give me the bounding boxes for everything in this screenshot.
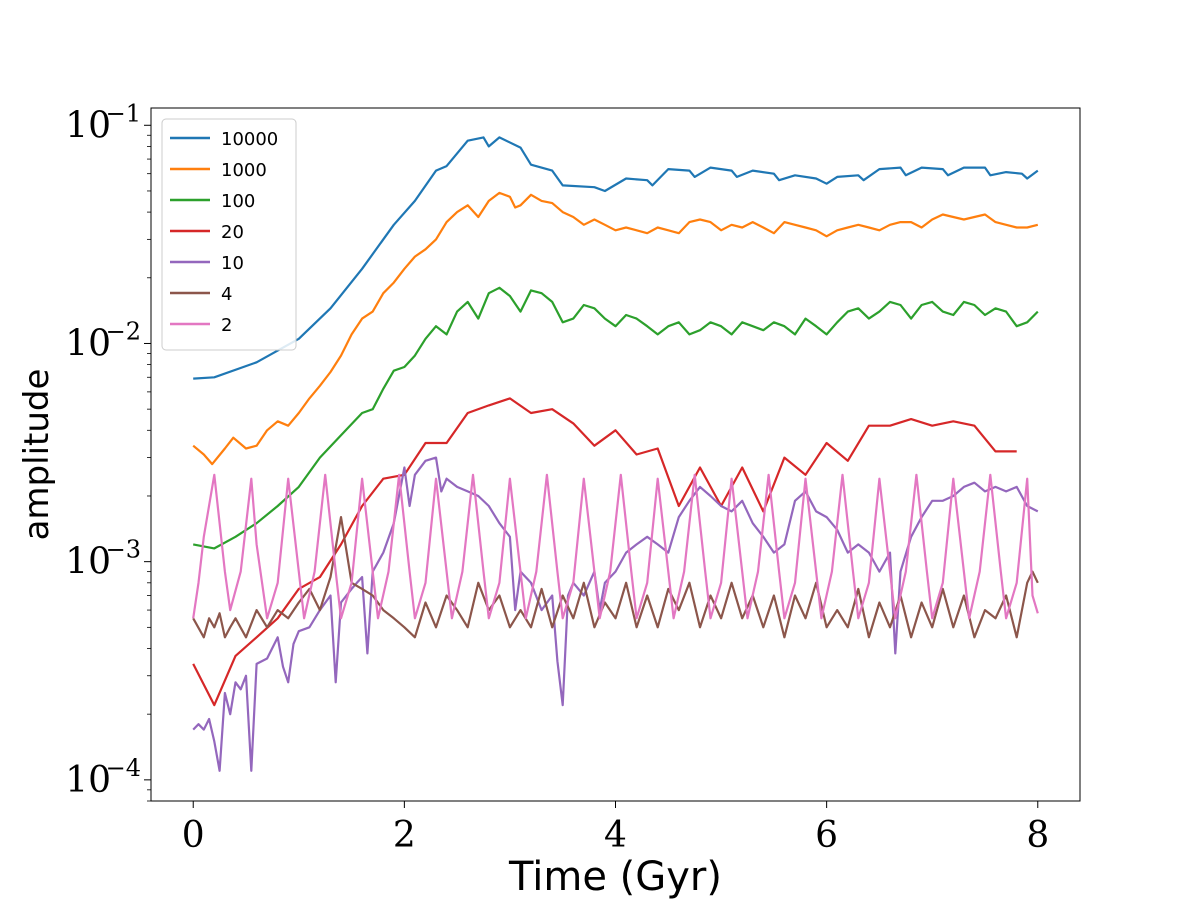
x-tick-label: 2 (393, 815, 416, 856)
legend-label-4: 4 (221, 284, 232, 305)
y-tick-label: 10 (65, 760, 111, 801)
series-line-10000 (193, 136, 1039, 380)
y-axis: 10−410−310−210−1 (65, 99, 151, 802)
legend-label-20: 20 (221, 222, 244, 243)
legend-label-2: 2 (221, 315, 232, 336)
series-layer (192, 136, 1039, 772)
series-line-20 (192, 397, 1017, 707)
x-tick-label: 0 (182, 815, 205, 856)
legend-label-10: 10 (221, 253, 244, 274)
y-tick-label: 10 (65, 542, 111, 583)
x-tick-label: 6 (815, 815, 838, 856)
legend-label-1000: 1000 (221, 160, 267, 181)
series-line-1000 (192, 191, 1039, 466)
y-tick-label: 10 (65, 105, 111, 146)
x-axis: 0 2 4 6 8 (182, 801, 1049, 856)
series-line-10 (192, 456, 1039, 772)
y-tick-label: 10 (65, 323, 111, 364)
legend: 10000 1000 100 20 10 4 2 (161, 118, 297, 351)
y-tick-exponent: −3 (106, 536, 141, 564)
y-tick-exponent: −2 (106, 317, 141, 345)
legend-label-100: 100 (221, 191, 255, 212)
series-line-2 (192, 473, 1039, 620)
series-line-100 (192, 286, 1039, 550)
x-axis-title: Time (Gyr) (508, 854, 722, 900)
x-tick-label: 8 (1026, 815, 1049, 856)
y-axis-title: amplitude (17, 369, 57, 541)
x-tick-label: 4 (604, 815, 627, 856)
legend-label-10000: 10000 (221, 129, 278, 150)
y-tick-exponent: −4 (106, 754, 141, 782)
y-tick-exponent: −1 (106, 99, 141, 127)
